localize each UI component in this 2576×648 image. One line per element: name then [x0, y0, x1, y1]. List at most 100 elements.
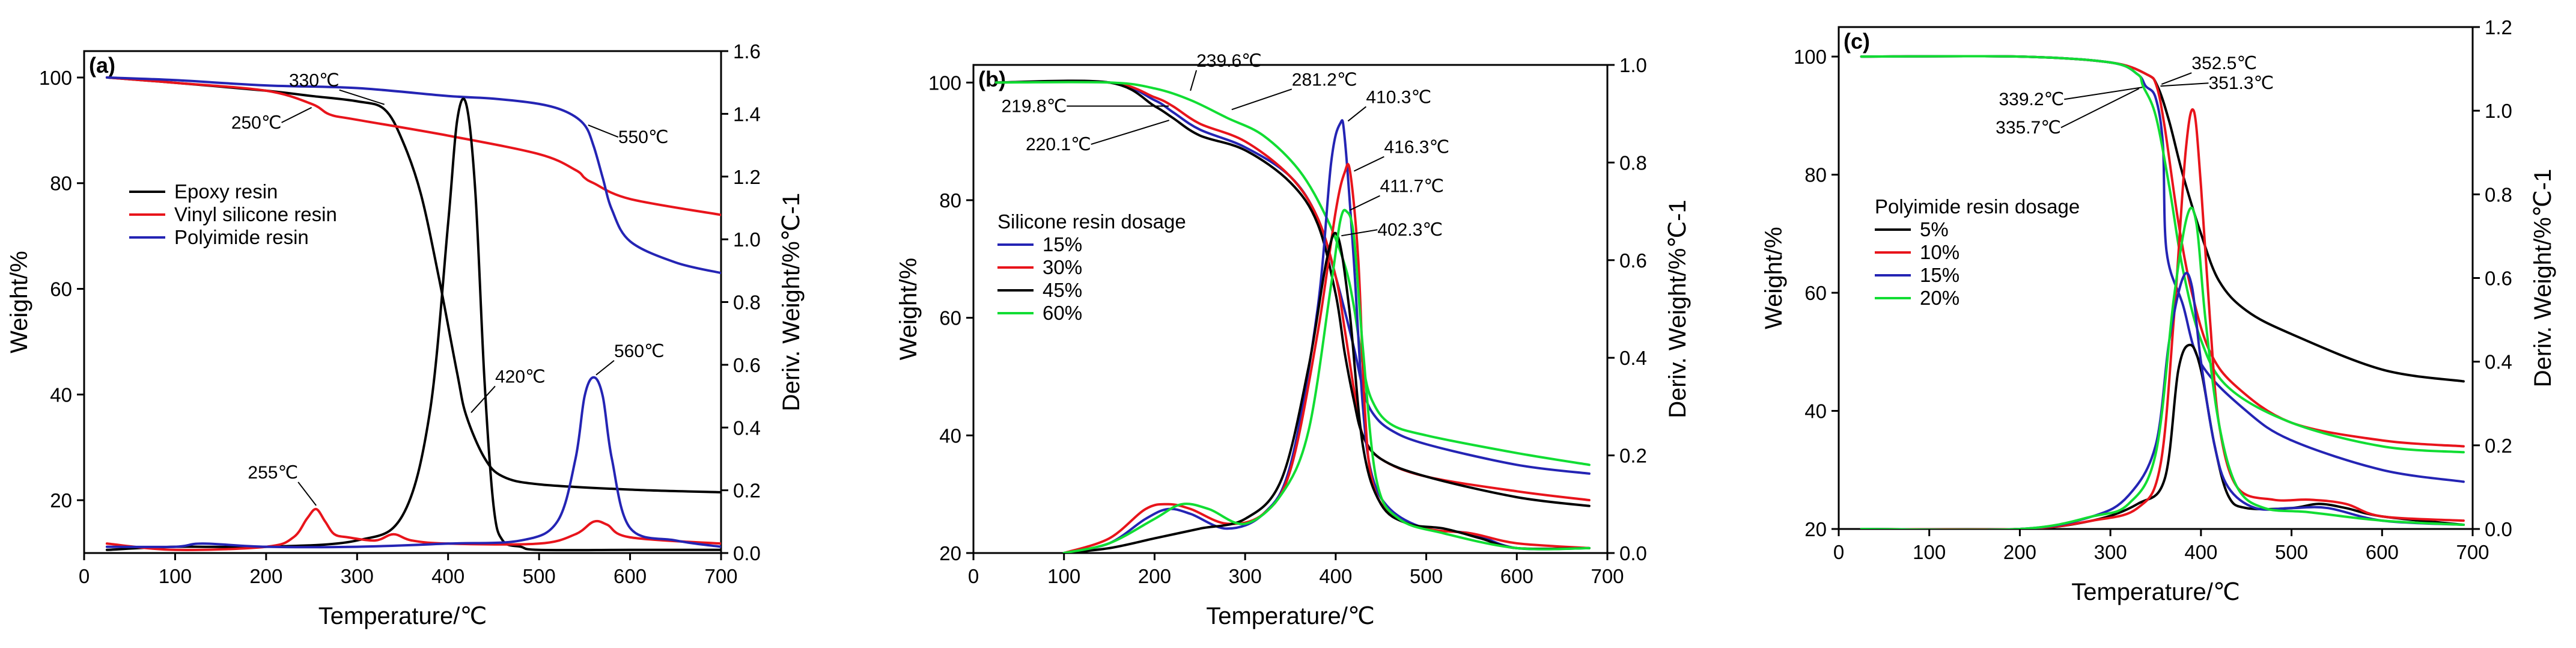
legend-label: 60% — [1043, 302, 1082, 324]
x-tick-label: 200 — [2003, 541, 2036, 563]
x-tick-label: 400 — [2184, 541, 2217, 563]
annotation-arrow — [1091, 120, 1170, 145]
y2-axis-title: Deriv. Weight/%℃-1 — [1664, 200, 1691, 418]
x-tick-label: 600 — [614, 565, 647, 587]
annotation-arrow — [297, 481, 317, 506]
annotation-arrow — [1190, 70, 1198, 91]
y2-tick-label: 0.8 — [2485, 183, 2512, 206]
annotation-arrow — [1231, 88, 1293, 111]
y-axis-title: Weight/% — [6, 251, 32, 353]
legend-label: Polyimide resin — [174, 226, 309, 248]
annotation-arrow — [595, 359, 615, 376]
y2-tick-label: 0.6 — [1619, 249, 1647, 272]
annotation-label: 402.3℃ — [1377, 220, 1443, 240]
y-tick-label: 80 — [939, 189, 961, 212]
x-tick-label: 500 — [523, 565, 556, 587]
y-tick-label: 40 — [1804, 400, 1827, 423]
y2-tick-label: 1.0 — [733, 228, 761, 251]
y-tick-label: 60 — [50, 278, 72, 301]
series-line-vinyl-silicone-resin-dtg — [105, 507, 721, 551]
annotation-label: 335.7℃ — [1996, 118, 2061, 138]
series-line-20- — [1860, 55, 2465, 454]
series-line-5-dtg — [1860, 343, 2465, 529]
y2-tick-label: 0.6 — [2485, 267, 2512, 290]
annotation-label: 351.3℃ — [2208, 73, 2274, 93]
y2-tick-label: 0.4 — [1619, 347, 1647, 369]
y2-axis-title: Deriv. Weight/%℃-1 — [778, 193, 805, 412]
y-axis-title: Weight/% — [1761, 227, 1787, 329]
y-tick-label: 60 — [939, 307, 961, 329]
y2-tick-label: 1.4 — [733, 103, 761, 125]
y-tick-label: 100 — [928, 72, 961, 94]
annotation-arrow — [2161, 72, 2192, 85]
annotation-label: 281.2℃ — [1292, 70, 1357, 90]
x-tick-label: 700 — [704, 565, 737, 587]
y2-tick-label: 0.4 — [2485, 351, 2512, 373]
series-line-10-dtg — [1860, 108, 2465, 529]
x-tick-label: 300 — [2094, 541, 2127, 563]
panel-label: (b) — [978, 67, 1006, 91]
x-tick-label: 200 — [1138, 565, 1171, 587]
legend-title: Polyimide resin dosage — [1875, 195, 2080, 218]
y-tick-label: 80 — [50, 173, 72, 195]
annotation-arrow — [1353, 156, 1384, 172]
series-line-vinyl-silicone-resin — [105, 76, 721, 216]
panel-label: (c) — [1844, 29, 1870, 53]
y2-tick-label: 0.0 — [1619, 542, 1647, 564]
y2-tick-label: 1.2 — [2485, 16, 2512, 38]
series-line-60-dtg — [1062, 209, 1591, 553]
y-tick-label: 60 — [1804, 282, 1827, 304]
series-line-polyimide-resin — [105, 76, 721, 275]
annotation-label: 220.1℃ — [1026, 135, 1091, 154]
y-tick-label: 20 — [939, 542, 961, 564]
annotation-arrow — [588, 124, 619, 138]
series-line-epoxy-resin-dtg — [105, 97, 721, 552]
annotation-label: 255℃ — [248, 463, 298, 483]
annotation-label: 330℃ — [289, 71, 340, 91]
annotation-label: 219.8℃ — [1002, 96, 1067, 116]
y-tick-label: 20 — [50, 489, 72, 512]
annotation-label: 410.3℃ — [1366, 87, 1431, 107]
x-axis-title: Temperature/℃ — [1206, 603, 1375, 629]
y2-tick-label: 0.6 — [733, 354, 761, 376]
y2-tick-label: 0.8 — [1619, 151, 1647, 174]
annotation-label: 339.2℃ — [1999, 90, 2064, 109]
legend-label: 15% — [1920, 264, 1959, 286]
panel-label: (a) — [89, 53, 115, 78]
x-tick-label: 0 — [79, 565, 90, 587]
series-line-polyimide-resin-dtg — [105, 376, 721, 549]
legend-title: Silicone resin dosage — [997, 210, 1186, 233]
annotation-arrow — [1350, 195, 1380, 211]
legend-label: Epoxy resin — [174, 180, 278, 203]
y2-tick-label: 1.2 — [733, 166, 761, 188]
legend-label: 15% — [1043, 233, 1082, 255]
series-line-5- — [1860, 55, 2465, 383]
x-tick-label: 300 — [1229, 565, 1262, 587]
y2-tick-label: 1.0 — [1619, 54, 1647, 76]
annotation-arrow — [2160, 82, 2209, 87]
y2-tick-label: 0.2 — [1619, 445, 1647, 467]
annotation-arrow — [1341, 229, 1378, 237]
annotation-arrow — [2064, 87, 2143, 100]
series-line-20-dtg — [1860, 206, 2465, 529]
y-axis-title: Weight/% — [895, 258, 922, 360]
x-tick-label: 400 — [1319, 565, 1352, 587]
x-tick-label: 500 — [1410, 565, 1443, 587]
y-tick-label: 100 — [39, 67, 72, 89]
annotation-label: 411.7℃ — [1380, 177, 1444, 197]
y2-tick-label: 0.2 — [2485, 435, 2512, 457]
x-axis-title: Temperature/℃ — [318, 603, 487, 629]
series-line-15-dtg — [1062, 119, 1591, 553]
x-tick-label: 500 — [2275, 541, 2308, 563]
annotation-label: 239.6℃ — [1196, 51, 1262, 71]
legend-label: 10% — [1920, 241, 1959, 263]
x-tick-label: 700 — [1591, 565, 1624, 587]
annotation-arrow — [1347, 106, 1367, 122]
annotation-label: 416.3℃ — [1384, 138, 1449, 157]
plot-frame — [972, 64, 1609, 554]
y2-tick-label: 1.6 — [733, 40, 761, 63]
annotation-label: 250℃ — [231, 113, 282, 133]
chart-panel-2: 0 100 200 300 400 500 600 700 20 40 60 80 100 0.0 0.2 0… — [895, 51, 1691, 629]
